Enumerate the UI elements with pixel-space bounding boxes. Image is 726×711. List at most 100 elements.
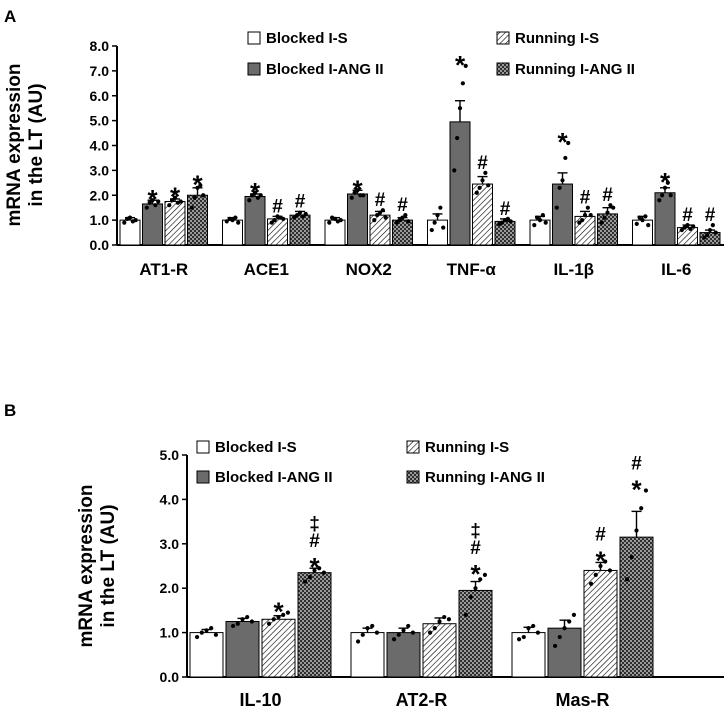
legend-label: Blocked I-ANG II [215, 469, 333, 486]
data-point [321, 570, 327, 575]
data-point [302, 579, 308, 584]
data-point [457, 106, 463, 111]
bar [261, 618, 296, 678]
data-point [516, 637, 522, 642]
data-point [482, 572, 488, 577]
data-point [691, 224, 696, 229]
data-point [531, 623, 536, 629]
data-point [634, 528, 639, 533]
legend-label: Running I-S [425, 439, 509, 456]
significance-star: * [660, 167, 671, 197]
y-tick-label: 3.0 [160, 536, 180, 552]
data-point [473, 586, 478, 591]
data-point [688, 226, 693, 231]
bar [619, 536, 654, 678]
data-point [178, 199, 183, 204]
y-tick-label: 4.0 [90, 138, 110, 154]
data-point [127, 215, 133, 220]
data-point [144, 205, 149, 210]
y-tick-label: 5.0 [160, 447, 180, 463]
significance-star: * [557, 127, 568, 157]
data-point [377, 210, 383, 215]
data-point [477, 185, 482, 190]
data-point [646, 223, 651, 228]
data-point [292, 215, 297, 220]
data-point [295, 213, 300, 218]
data-point [307, 575, 312, 580]
data-point [643, 214, 648, 219]
data-point [240, 617, 245, 622]
data-point [463, 63, 468, 68]
data-point [705, 232, 710, 238]
chart-panel-b: mRNA expressionin the LT (AU) 0.0 1.0 2.0 3.… [76, 439, 724, 710]
data-point [463, 612, 469, 617]
data-point [360, 632, 365, 637]
data-point [247, 198, 252, 203]
data-point [427, 630, 433, 635]
data-point [406, 219, 411, 224]
data-point [252, 190, 258, 195]
y-tick-label: 6.0 [90, 88, 110, 104]
data-point [537, 218, 543, 223]
data-point [355, 639, 361, 644]
data-point [276, 614, 281, 620]
data-point [432, 626, 437, 631]
data-point [327, 220, 332, 225]
data-point [607, 568, 613, 573]
chart-panel-a: mRNA expressionin the LT (AU) 0.0 1.0 2.0 3.… [4, 30, 724, 279]
data-point [557, 634, 562, 640]
data-point [192, 195, 197, 200]
data-point [374, 630, 380, 635]
legend-swatch [196, 440, 210, 454]
data-point [483, 170, 488, 175]
data-point [460, 81, 465, 86]
significance-hash: # [375, 190, 386, 211]
data-point [557, 185, 562, 190]
bar [225, 621, 260, 678]
data-point [521, 634, 526, 640]
legend-label: Running I-S [515, 30, 599, 47]
data-point [199, 630, 204, 635]
significance-hash: # [477, 153, 488, 174]
legend-swatch [247, 31, 261, 45]
data-point [629, 555, 634, 560]
significance-star: * [192, 169, 203, 199]
legend-swatch [496, 62, 510, 76]
panel-label-a: A [4, 7, 16, 26]
data-point [352, 190, 357, 195]
bar [350, 632, 385, 678]
bar [449, 121, 471, 246]
data-point [535, 630, 541, 635]
data-point [150, 198, 155, 203]
data-point [563, 155, 568, 161]
significance-hash: # [295, 191, 306, 212]
data-point [394, 220, 399, 225]
data-point [660, 193, 665, 198]
y-tick-label: 1.0 [160, 625, 180, 641]
data-point [455, 135, 460, 141]
data-point [637, 215, 642, 220]
data-point [478, 577, 483, 582]
significance-hash: # [309, 531, 320, 552]
legend-label: Blocked I-S [215, 439, 297, 456]
data-point [372, 218, 377, 223]
legend-swatch [496, 31, 510, 45]
significance-star: * [595, 546, 606, 576]
significance-star: * [170, 182, 181, 212]
data-point [272, 218, 277, 223]
data-point [204, 628, 209, 633]
data-point [598, 563, 603, 569]
legend-swatch [406, 470, 420, 484]
data-point [285, 610, 291, 615]
significance-hash: # [682, 205, 693, 226]
data-point [195, 185, 200, 190]
data-point [255, 195, 260, 200]
x-tick-label: NOX2 [346, 260, 392, 279]
data-point [605, 210, 610, 215]
data-point [249, 619, 255, 624]
data-point [370, 623, 375, 629]
data-point [543, 220, 548, 225]
data-point [230, 623, 236, 629]
data-point [338, 218, 343, 223]
data-point [432, 220, 437, 225]
